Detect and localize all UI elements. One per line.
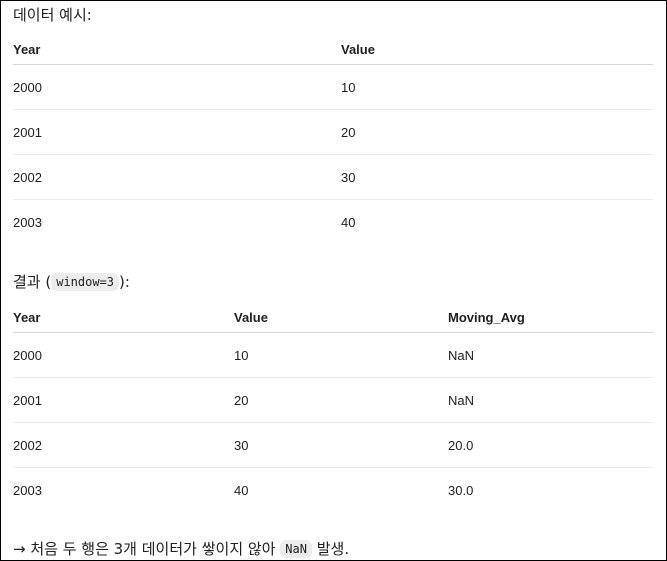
- cell-moving-avg: NaN: [448, 332, 653, 378]
- cell-year: 2003: [13, 214, 42, 230]
- cell-moving-avg: 20.0: [448, 422, 653, 468]
- cell-year: 2000: [13, 332, 234, 378]
- note-suffix: 발생.: [311, 540, 350, 558]
- example-table: Year Value 2000 10 2001 20 2002 30 2003 …: [13, 34, 653, 244]
- table-row: 2002 30: [13, 154, 653, 200]
- column-header-year: Year: [13, 302, 234, 333]
- column-header-year: Year: [13, 34, 341, 65]
- table-row: 2000 10 NaN: [13, 332, 653, 378]
- column-header-value: Value: [234, 302, 448, 333]
- table-row: 2002 30 20.0: [13, 422, 653, 468]
- table-header-row: Year Value Moving_Avg: [13, 302, 653, 333]
- column-header-value: Value: [341, 34, 653, 65]
- table-row: 2003 40: [13, 200, 653, 245]
- result-heading: 결과 (window=3):: [13, 272, 130, 292]
- result-table: Year Value Moving_Avg 2000 10 NaN 2001 2…: [13, 302, 653, 512]
- cell-value: 20: [341, 109, 653, 155]
- table-row: 2003 40 30.0: [13, 468, 653, 513]
- cell-year: 2000: [13, 64, 341, 110]
- cell-moving-avg: NaN: [448, 377, 653, 423]
- column-header-moving-avg: Moving_Avg: [448, 302, 653, 333]
- result-heading-suffix: ):: [119, 273, 130, 291]
- table-row: 2001 20: [13, 109, 653, 155]
- cell-value: 40: [341, 214, 356, 230]
- table-row: 2000 10: [13, 64, 653, 110]
- cell-value: 30: [341, 154, 653, 200]
- inline-code-nan: NaN: [280, 540, 312, 558]
- result-heading-prefix: 결과 (: [13, 273, 52, 291]
- cell-year: 2002: [13, 154, 341, 200]
- cell-value: 10: [341, 64, 653, 110]
- note-prefix: → 처음 두 행은 3개 데이터가 쌓이지 않아: [13, 540, 281, 558]
- table-row: 2001 20 NaN: [13, 377, 653, 423]
- cell-year: 2002: [13, 422, 234, 468]
- example-heading: 데이터 예시:: [13, 6, 92, 24]
- cell-value: 20: [234, 377, 448, 423]
- cell-value: 30: [234, 422, 448, 468]
- inline-code-window: window=3: [51, 273, 120, 291]
- cell-value: 40: [234, 482, 249, 498]
- table-header-row: Year Value: [13, 34, 653, 65]
- note-line: → 처음 두 행은 3개 데이터가 쌓이지 않아 NaN 발생.: [13, 539, 349, 559]
- cell-year: 2003: [13, 482, 42, 498]
- cell-year: 2001: [13, 377, 234, 423]
- cell-value: 10: [234, 332, 448, 378]
- cell-moving-avg: 30.0: [448, 482, 474, 498]
- cell-year: 2001: [13, 109, 341, 155]
